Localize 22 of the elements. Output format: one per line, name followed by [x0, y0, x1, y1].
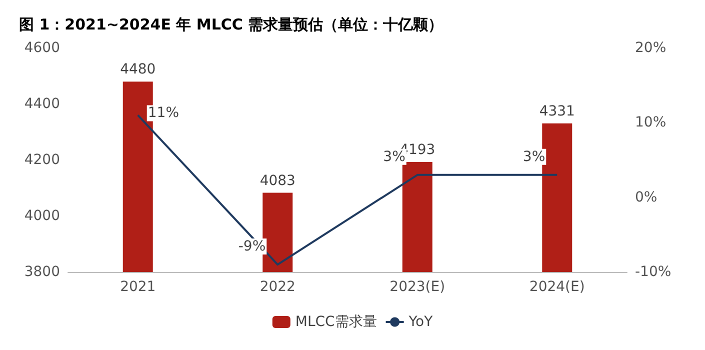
y2-tick-label: 10%	[635, 114, 666, 131]
y-tick-label: 3800	[24, 264, 60, 280]
x-tick-label: 2024(E)	[529, 279, 585, 295]
data-label: 4083	[260, 172, 296, 189]
x-tick-label: 2021	[120, 279, 156, 295]
y2-tick-label: 20%	[635, 40, 666, 56]
legend-label: YoY	[408, 314, 434, 330]
data-label: 3%	[522, 148, 546, 165]
y2-tick-label: -10%	[635, 264, 672, 280]
y2-tick-label: 0%	[635, 189, 658, 206]
x-tick-label: 2023(E)	[390, 279, 446, 295]
y-tick-label: 4200	[24, 152, 60, 168]
data-label: 4480	[120, 62, 156, 78]
y-tick-label: 4400	[24, 96, 60, 112]
data-label: -9%	[238, 238, 266, 255]
legend-label: MLCC需求量	[295, 314, 377, 330]
x-tick-label: 2022	[260, 279, 296, 295]
chart-title: 图 1：2021~2024E 年 MLCC 需求量预估（单位：十亿颗）	[19, 16, 444, 34]
data-label: 11%	[148, 105, 179, 122]
y-tick-label: 4600	[24, 40, 60, 56]
y-tick-label: 4000	[24, 208, 60, 224]
data-label: 4331	[539, 103, 575, 120]
